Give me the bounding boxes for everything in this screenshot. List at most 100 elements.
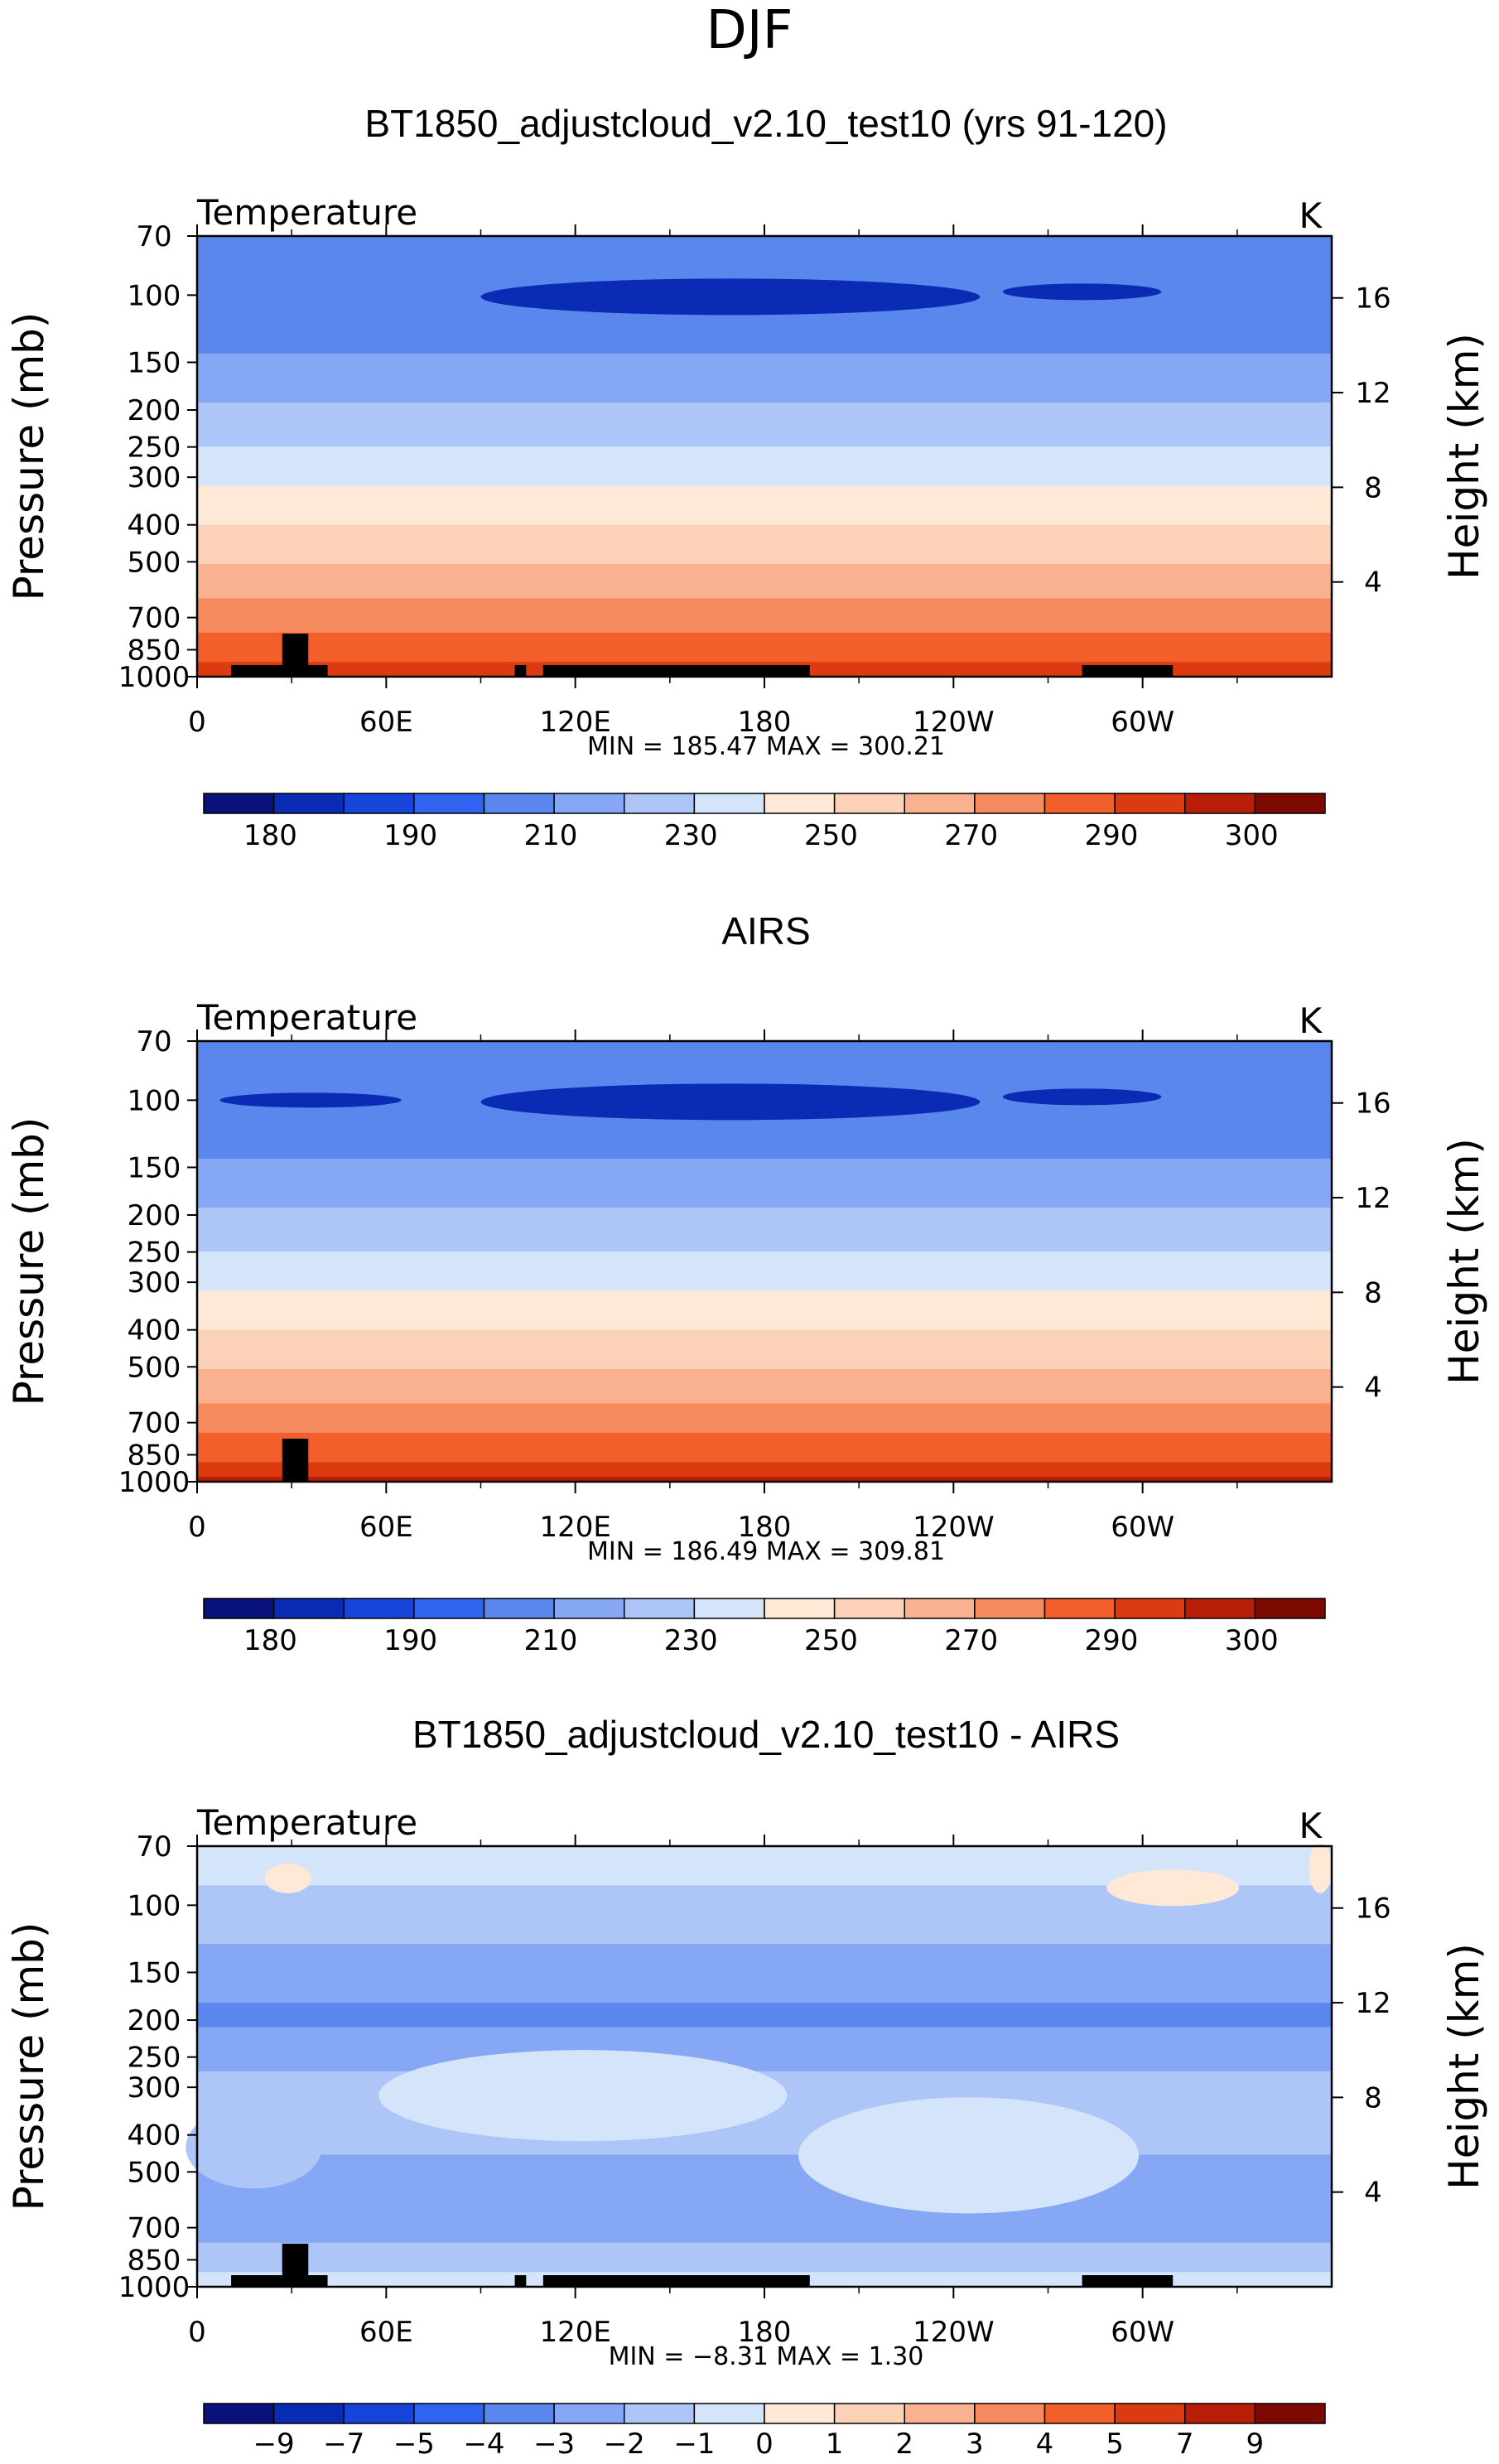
field-band (197, 1944, 1332, 1950)
field-band (197, 618, 1332, 624)
warm-anomaly-region (1106, 1869, 1240, 1907)
field-band (197, 1427, 1332, 1434)
units-label: K (1299, 195, 1323, 236)
field-band (197, 1329, 1332, 1336)
y2-tick-label: 4 (1364, 1372, 1382, 1405)
field-band (197, 1846, 1332, 1852)
x-tick-label: 0 (188, 706, 206, 739)
field-band (197, 1251, 1332, 1257)
colorbar-swatch (1044, 1598, 1116, 1619)
field-band (197, 1378, 1332, 1385)
field-band (197, 2247, 1332, 2254)
field-band (197, 1275, 1332, 1282)
y-tick-label: 500 (128, 1351, 181, 1384)
colorbar-swatch (1044, 2403, 1116, 2424)
field-band (197, 1310, 1332, 1316)
field-band (197, 348, 1332, 354)
field-band (197, 1403, 1332, 1410)
field-band (197, 2115, 1332, 2121)
field-band (197, 2262, 1332, 2269)
field-band (197, 1334, 1332, 1341)
field-band (197, 2027, 1332, 2033)
field-band (197, 613, 1332, 619)
field-band (197, 505, 1332, 511)
colorbar-label: 270 (944, 1624, 998, 1657)
colorbar-label: 300 (1225, 1624, 1279, 1657)
x-tick-label: 180 (738, 2316, 792, 2349)
field-band (197, 1954, 1332, 1960)
y2-tick-label: 16 (1355, 1087, 1391, 1121)
field-band (197, 1850, 1332, 1857)
y2-tick-label: 16 (1355, 282, 1391, 316)
colorbar-label: 1 (826, 2428, 844, 2461)
colorbar-swatch (833, 793, 905, 814)
colorbar-label: 210 (523, 819, 577, 852)
colorbar-swatch (553, 2403, 625, 2424)
field-band (197, 554, 1332, 560)
field-band (197, 1408, 1332, 1415)
field-band (197, 1895, 1332, 1901)
y-tick-label: 1000 (118, 661, 190, 694)
field-band (197, 1963, 1332, 1970)
field-band (197, 1222, 1332, 1228)
field-band (197, 1158, 1332, 1164)
field-band (197, 1124, 1332, 1131)
y-tick-label: 70 (136, 220, 171, 253)
field-band (197, 1442, 1332, 1449)
field-band (197, 1929, 1332, 1936)
topography-mask (282, 634, 309, 677)
x-tick-label: 120E (539, 2316, 610, 2349)
field-band (197, 324, 1332, 330)
field-band (197, 460, 1332, 467)
colorbar-label: 230 (664, 819, 718, 852)
colorbar-swatch (413, 2403, 485, 2424)
y-axis-label: Pressure (mb) (5, 312, 53, 601)
field-band (197, 2008, 1332, 2013)
field-band (197, 1413, 1332, 1419)
y2-tick-label: 8 (1364, 2081, 1382, 2114)
colorbar-swatch (272, 2403, 345, 2424)
field-band (197, 495, 1332, 501)
y-tick-label: 100 (128, 279, 181, 312)
colorbar-swatch (483, 1598, 555, 1619)
field-band (197, 559, 1332, 565)
colorbar-swatch (833, 2403, 905, 2424)
field-band (197, 2267, 1332, 2274)
field-band (197, 549, 1332, 556)
field-band (197, 1437, 1332, 1444)
colorbar-swatch (764, 1598, 836, 1619)
field-band (197, 2149, 1332, 2156)
y-tick-label: 250 (128, 2042, 181, 2075)
y2-axis-label: Height (km) (1440, 1138, 1488, 1385)
field-band (197, 314, 1332, 321)
field-band (197, 1988, 1332, 1994)
field-band (197, 1447, 1332, 1454)
light-anomaly-region (378, 2050, 788, 2142)
field-band (197, 378, 1332, 384)
y-axis-label: Pressure (mb) (5, 1117, 53, 1406)
colorbar-swatch (904, 2403, 976, 2424)
field-band (197, 2012, 1332, 2018)
colorbar-swatch (974, 793, 1046, 814)
field-band (197, 1924, 1332, 1931)
colorbar-label: 180 (243, 819, 297, 852)
field-band (197, 1227, 1332, 1233)
field-band (197, 417, 1332, 423)
field-band (197, 1364, 1332, 1370)
field-band (197, 388, 1332, 393)
field-band (197, 1354, 1332, 1361)
topography-mask (514, 665, 527, 677)
field-band (197, 1295, 1332, 1302)
field-band (197, 1339, 1332, 1346)
panel-title: BT1850_adjustcloud_v2.10_test10 (yrs 91-… (364, 102, 1167, 145)
y-tick-label: 200 (128, 1199, 181, 1232)
field-band (197, 1280, 1332, 1287)
field-band (197, 1183, 1332, 1189)
colorbar-swatch (1254, 793, 1326, 814)
field-band (197, 339, 1332, 345)
y-tick-label: 850 (128, 634, 181, 667)
y2-tick-label: 12 (1355, 377, 1391, 410)
field-band (197, 2120, 1332, 2126)
field-band (197, 1237, 1332, 1243)
y-tick-label: 1000 (118, 1466, 190, 1499)
